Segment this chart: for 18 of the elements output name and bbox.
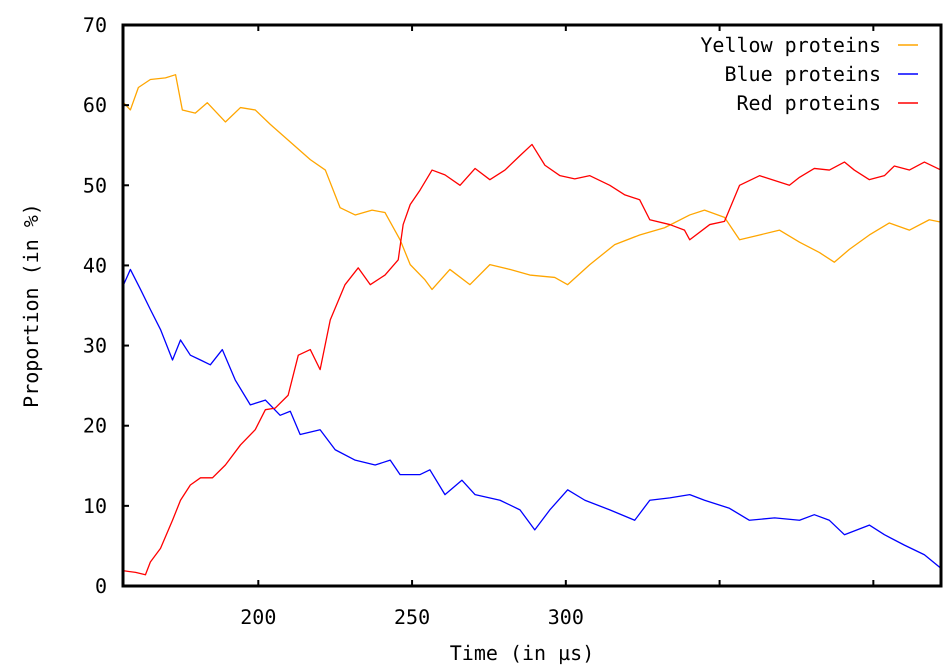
y-tick-label: 0 xyxy=(94,574,107,598)
x-tick-label: 300 xyxy=(548,605,584,629)
legend-label: Yellow proteins xyxy=(700,33,881,57)
line-series xyxy=(123,268,941,570)
y-tick-label: 60 xyxy=(82,93,107,118)
x-tick-label: 250 xyxy=(394,605,430,629)
x-axis-title: Time (in µs) xyxy=(450,641,594,665)
y-tick-label: 30 xyxy=(82,334,107,358)
y-axis-title: Proportion (in %) xyxy=(19,203,43,408)
y-tick-label: 40 xyxy=(82,253,107,278)
line-series xyxy=(123,144,941,576)
y-tick-label: 50 xyxy=(82,173,107,198)
y-tick-label: 20 xyxy=(82,414,107,438)
legend-label: Blue proteins xyxy=(724,62,881,86)
y-tick-label: 10 xyxy=(82,494,107,518)
y-tick-label: 70 xyxy=(82,13,107,37)
legend-label: Red proteins xyxy=(736,91,881,115)
x-tick-label: 200 xyxy=(240,605,276,629)
